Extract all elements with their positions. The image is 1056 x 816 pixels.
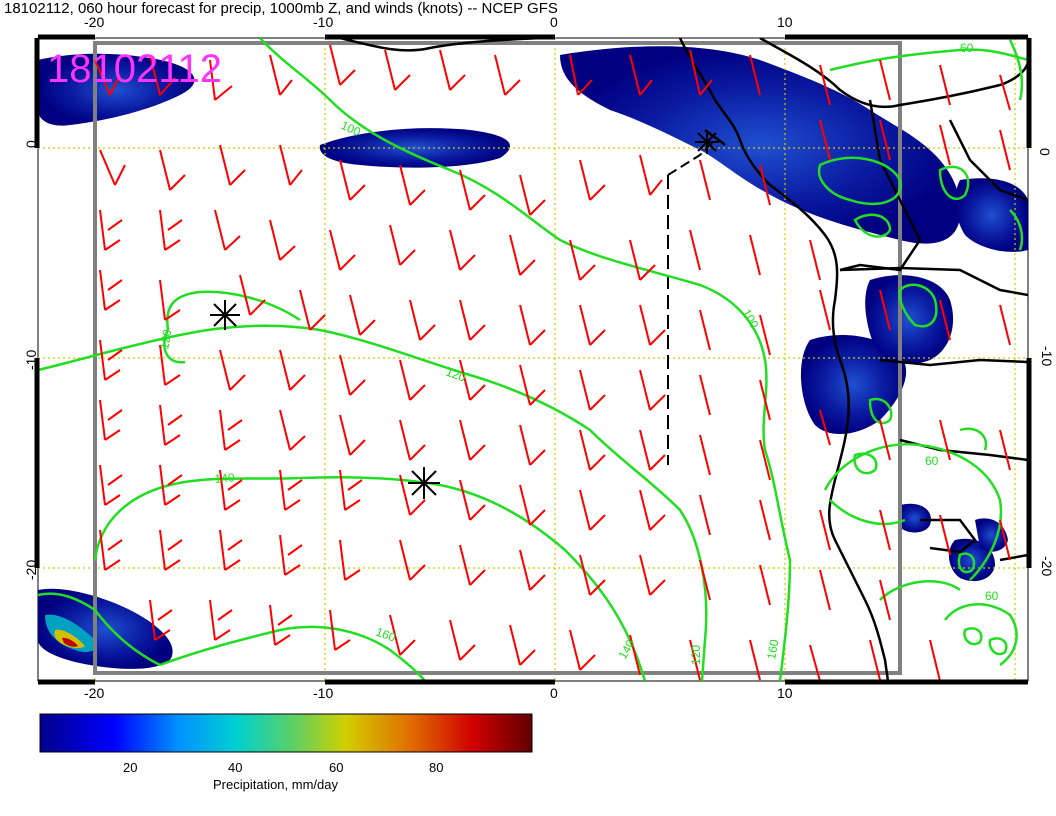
y-tick-label: -20 xyxy=(23,560,39,580)
colorbar-tick: 80 xyxy=(429,760,443,775)
coastline xyxy=(339,38,1028,681)
low-pressure-marker xyxy=(210,300,240,330)
contour-label: 160 xyxy=(374,625,398,645)
bottom-axis-labels: -20 -10 0 10 xyxy=(84,685,793,701)
wind-barbs xyxy=(94,44,1011,681)
colorbar-tick: 20 xyxy=(123,760,137,775)
contour-label: 60 xyxy=(960,41,974,55)
contour-label: 60 xyxy=(925,454,939,468)
right-axis-labels: 0 -10 -20 xyxy=(1037,148,1055,576)
x-tick-label: 0 xyxy=(550,14,558,30)
y-tick-label: -10 xyxy=(1039,346,1055,366)
contour-label: 160 xyxy=(764,638,781,660)
contour-label: 140 xyxy=(214,470,235,486)
y-tick-label: 0 xyxy=(23,140,39,148)
x-tick-label: 10 xyxy=(777,685,793,701)
x-tick-label: 0 xyxy=(550,685,558,701)
x-tick-label: 10 xyxy=(777,14,793,30)
contour-label: 120 xyxy=(689,645,703,665)
contour-label: 60 xyxy=(985,589,999,603)
x-tick-label: -10 xyxy=(313,14,333,30)
frame-bars xyxy=(34,34,1032,685)
contour-label: 120 xyxy=(444,365,468,385)
colorbar-gradient xyxy=(39,713,533,753)
y-tick-label: -20 xyxy=(1039,556,1055,576)
high-pressure-marker xyxy=(408,467,440,499)
y-tick-label: -10 xyxy=(23,350,39,370)
y-tick-label: 0 xyxy=(1037,148,1053,156)
time-stamp: 18102112 xyxy=(47,47,222,91)
colorbar: 20 40 60 80 Precipitation, mm/day xyxy=(39,713,533,792)
colorbar-tick: 40 xyxy=(228,760,242,775)
contour-label: 120 xyxy=(157,328,174,350)
height-contours xyxy=(38,38,1028,681)
colorbar-tick: 60 xyxy=(329,760,343,775)
pressure-center-marker xyxy=(695,130,719,154)
x-tick-label: -20 xyxy=(84,14,104,30)
top-axis-labels: -20 -10 0 10 xyxy=(84,14,793,30)
colorbar-label: Precipitation, mm/day xyxy=(213,777,338,792)
left-axis-labels: 0 -10 -20 xyxy=(23,140,39,580)
map-title: 18102112, 060 hour forecast for precip, … xyxy=(4,0,558,17)
x-tick-label: -20 xyxy=(84,685,104,701)
x-tick-label: -10 xyxy=(313,685,333,701)
domain-box xyxy=(93,41,902,675)
